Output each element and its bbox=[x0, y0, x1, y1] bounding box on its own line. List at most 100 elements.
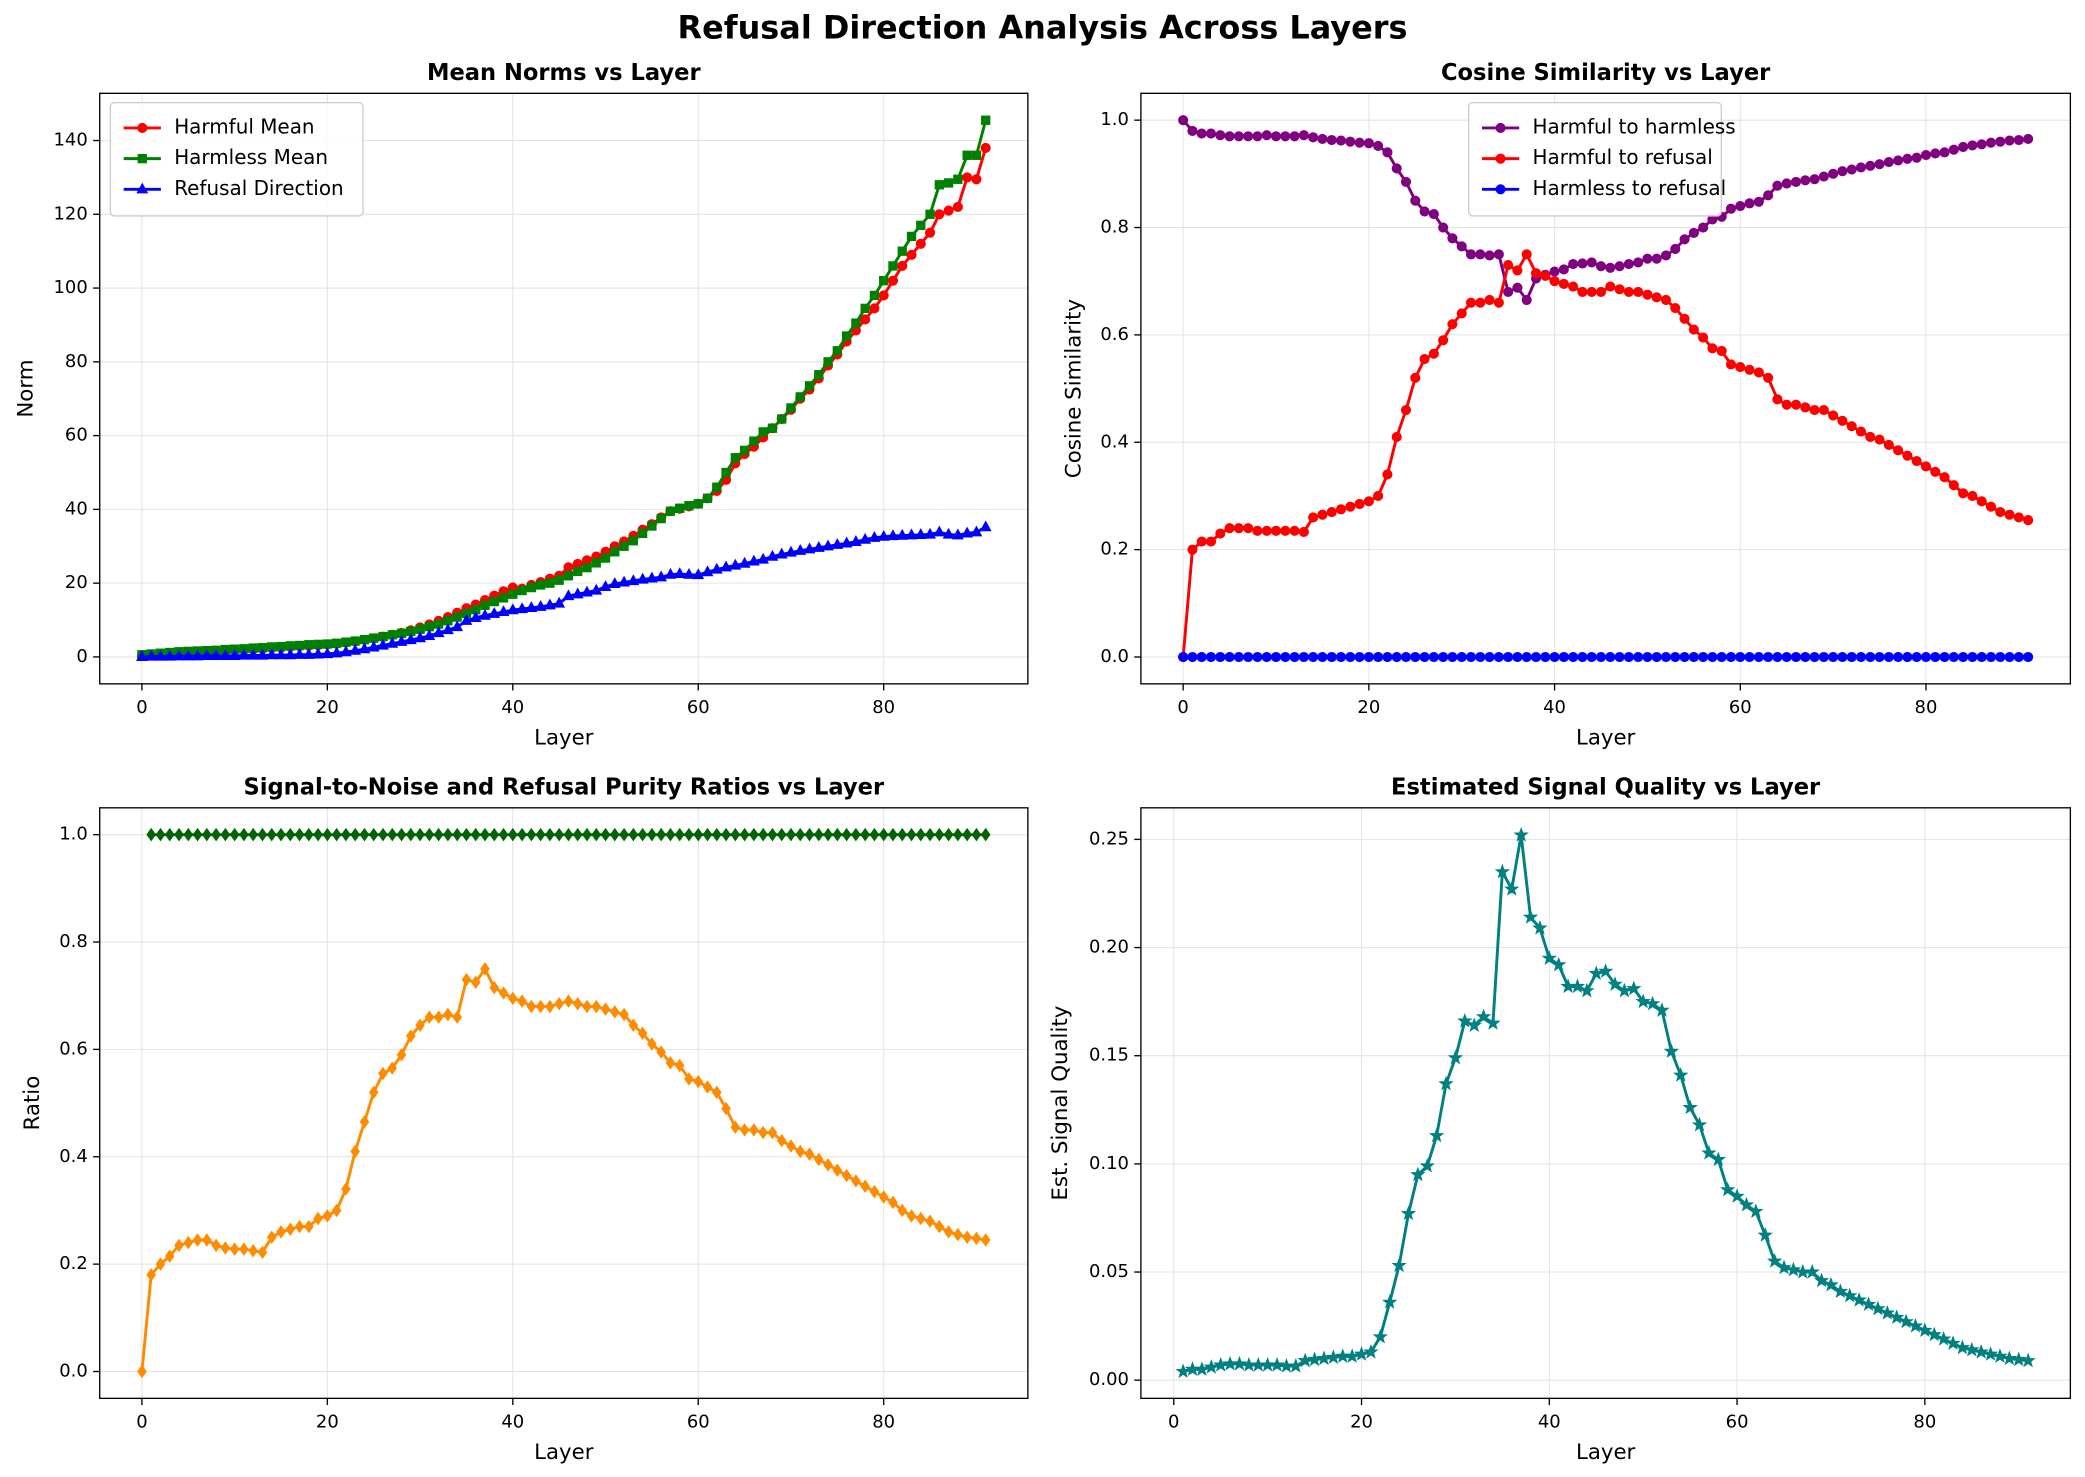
marker bbox=[1335, 504, 1347, 515]
marker bbox=[693, 499, 703, 509]
figure-title: Refusal Direction Analysis Across Layers bbox=[678, 8, 1408, 46]
legend-label: Harmless to refusal bbox=[1533, 176, 1727, 200]
marker bbox=[1688, 324, 1699, 335]
marker bbox=[1289, 525, 1300, 536]
marker bbox=[739, 445, 750, 456]
marker bbox=[1354, 498, 1365, 510]
marker bbox=[1363, 651, 1374, 663]
marker bbox=[1382, 651, 1393, 663]
marker bbox=[1579, 982, 1595, 998]
marker bbox=[1586, 286, 1597, 298]
marker bbox=[1354, 651, 1365, 663]
marker bbox=[1930, 148, 1941, 159]
marker bbox=[1493, 297, 1504, 308]
marker bbox=[749, 1123, 759, 1137]
x-tick-label: 60 bbox=[1729, 697, 1752, 718]
marker bbox=[776, 1133, 787, 1148]
marker bbox=[1465, 651, 1477, 663]
marker bbox=[951, 528, 964, 540]
marker bbox=[1958, 141, 1969, 153]
marker bbox=[415, 1018, 425, 1032]
marker bbox=[406, 827, 416, 842]
marker bbox=[582, 562, 592, 573]
marker bbox=[220, 827, 231, 842]
x-tick-label: 40 bbox=[501, 697, 524, 718]
marker bbox=[452, 827, 462, 842]
marker bbox=[1363, 496, 1374, 507]
marker bbox=[656, 827, 666, 842]
marker bbox=[1503, 260, 1514, 271]
marker bbox=[553, 596, 566, 608]
marker bbox=[1883, 156, 1894, 168]
marker bbox=[469, 611, 482, 622]
marker bbox=[321, 647, 334, 659]
marker bbox=[1400, 404, 1412, 416]
marker bbox=[1178, 115, 1189, 126]
marker bbox=[1992, 1348, 2008, 1363]
marker bbox=[1233, 651, 1244, 663]
marker bbox=[591, 827, 602, 842]
marker bbox=[887, 275, 899, 286]
marker bbox=[1757, 1227, 1773, 1242]
marker bbox=[257, 827, 268, 842]
marker bbox=[905, 528, 918, 540]
marker bbox=[869, 290, 880, 301]
marker bbox=[618, 575, 630, 587]
marker bbox=[1744, 198, 1755, 209]
marker bbox=[1995, 136, 2006, 147]
marker bbox=[775, 547, 788, 559]
marker bbox=[2013, 651, 2024, 663]
y-axis-label: Cosine Similarity bbox=[1061, 299, 1086, 478]
marker bbox=[1335, 135, 1347, 146]
marker bbox=[1178, 651, 1189, 663]
marker bbox=[1790, 651, 1802, 663]
marker bbox=[1679, 234, 1690, 245]
marker bbox=[1828, 168, 1839, 179]
marker bbox=[219, 649, 232, 660]
marker bbox=[1633, 286, 1644, 298]
marker bbox=[627, 574, 640, 586]
axes-frame bbox=[1140, 92, 2072, 685]
marker bbox=[1513, 826, 1529, 842]
marker bbox=[1231, 1355, 1248, 1371]
marker bbox=[1738, 1196, 1755, 1212]
marker bbox=[1326, 134, 1337, 146]
marker bbox=[1568, 258, 1579, 270]
marker bbox=[943, 827, 954, 842]
marker bbox=[1614, 651, 1625, 663]
marker bbox=[1633, 257, 1644, 268]
marker bbox=[1679, 651, 1690, 663]
marker bbox=[1967, 490, 1978, 502]
marker bbox=[164, 1249, 175, 1263]
marker bbox=[813, 827, 824, 842]
marker bbox=[294, 1219, 305, 1234]
marker bbox=[1874, 434, 1885, 445]
marker bbox=[980, 827, 991, 842]
marker bbox=[962, 827, 972, 842]
legend-box bbox=[1468, 101, 1722, 217]
marker bbox=[1898, 1313, 1914, 1329]
subplot-title: Cosine Similarity vs Layer bbox=[1441, 60, 1771, 86]
marker bbox=[220, 1241, 231, 1255]
marker bbox=[1682, 1099, 1698, 1115]
marker bbox=[377, 638, 389, 650]
marker bbox=[470, 827, 481, 842]
marker bbox=[878, 1190, 889, 1204]
marker bbox=[517, 585, 527, 596]
marker bbox=[1577, 286, 1588, 298]
y-tick-label: 0.4 bbox=[59, 1146, 88, 1167]
marker bbox=[489, 980, 500, 995]
marker bbox=[934, 827, 945, 842]
marker bbox=[738, 556, 751, 568]
marker bbox=[1753, 367, 1764, 378]
x-axis-label: Layer bbox=[534, 1440, 594, 1465]
marker bbox=[879, 276, 889, 286]
marker bbox=[2011, 1351, 2027, 1367]
marker bbox=[452, 1010, 462, 1024]
marker bbox=[1456, 651, 1467, 663]
marker bbox=[647, 1037, 657, 1051]
marker bbox=[1400, 176, 1412, 187]
marker bbox=[1781, 399, 1792, 410]
marker bbox=[914, 528, 927, 539]
marker bbox=[1363, 1343, 1379, 1359]
